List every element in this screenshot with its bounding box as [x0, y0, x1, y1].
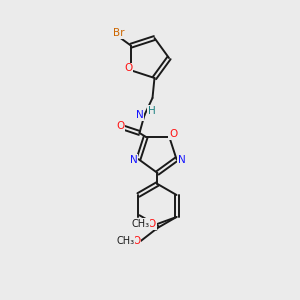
Text: CH₃: CH₃	[131, 219, 150, 229]
Text: CH₃: CH₃	[116, 236, 135, 246]
Text: O: O	[124, 63, 132, 73]
Text: O: O	[116, 121, 124, 131]
Text: O: O	[132, 236, 141, 246]
Text: Br: Br	[113, 28, 125, 38]
Text: N: N	[130, 155, 137, 165]
Text: O: O	[147, 219, 156, 229]
Text: N: N	[136, 110, 143, 120]
Text: O: O	[169, 129, 177, 139]
Text: H: H	[148, 106, 155, 116]
Text: N: N	[178, 155, 185, 165]
